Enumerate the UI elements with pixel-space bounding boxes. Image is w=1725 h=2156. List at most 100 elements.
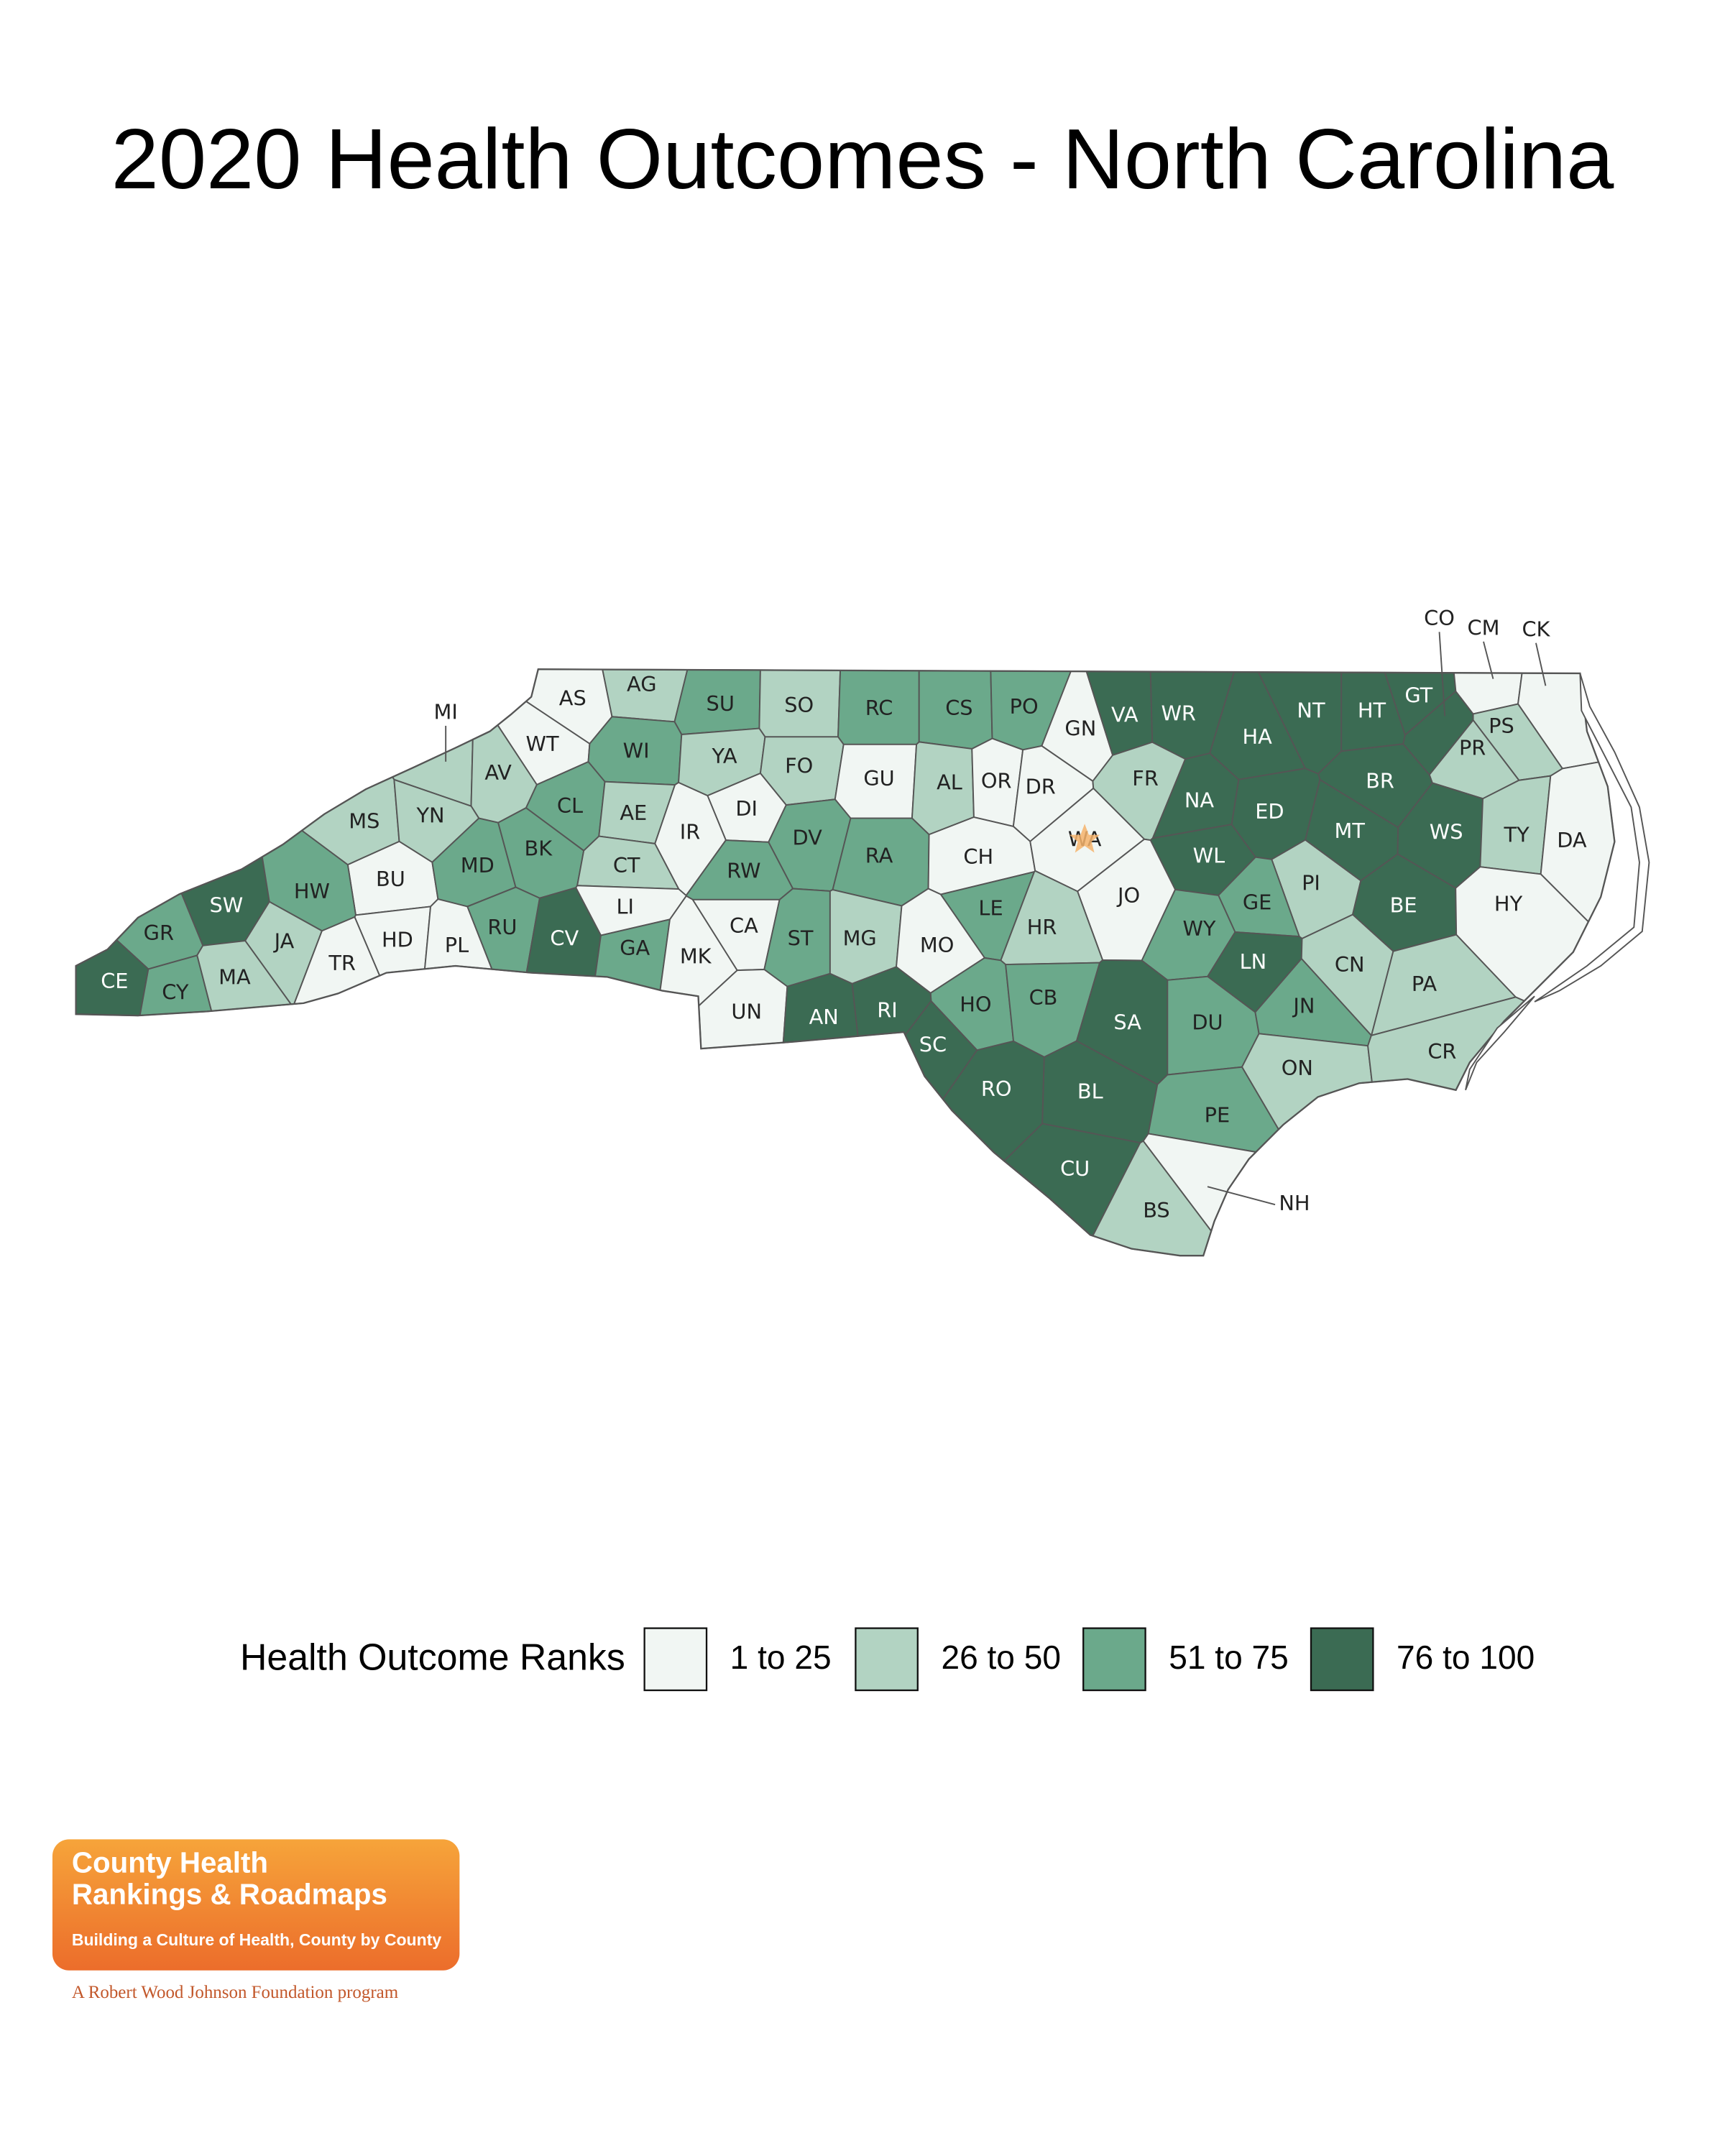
county-label: LI [616,894,634,918]
county-label: JN [1292,994,1315,1018]
legend: 1 to 25 26 to 50 51 to 75 76 to 100 [643,1627,1535,1692]
county-label: LE [978,895,1003,920]
logo-line: Rankings & Roadmaps [72,1878,387,1911]
county-label: FR [1132,766,1159,791]
county-label: AN [809,1005,839,1029]
county-label: CU [1060,1156,1090,1181]
county-label: MS [349,808,380,833]
county-label: NT [1297,699,1325,723]
county-label: MA [218,964,251,989]
county-label: TY [1503,823,1530,847]
county-label: HY [1494,892,1523,916]
county-label: PR [1459,736,1486,760]
county-label: CV [550,926,579,951]
county-label: DA [1557,828,1587,852]
county-label: GR [144,921,174,945]
logo-box [52,1839,460,1971]
county-label: AV [484,760,512,785]
county-label: YN [415,803,444,828]
county-label: BR [1366,769,1394,793]
county-label: GN [1064,717,1096,741]
capital-star [1070,824,1100,853]
county-label: CH [963,844,993,869]
county-label: PE [1205,1102,1230,1127]
county-label: GU [863,766,894,791]
county-label: WR [1161,701,1195,726]
county-label: IR [680,820,701,844]
county-label: TR [328,951,356,975]
county-label: SW [209,893,243,917]
county-label: NA [1184,788,1215,813]
county-label: WS [1430,820,1463,844]
leader-line [1438,632,1446,717]
county-label: CY [162,980,189,1004]
county-label: MI [433,700,457,724]
logo-line: County Health [72,1846,268,1879]
county-label: MK [680,944,712,968]
county-label: CN [1335,952,1365,977]
legend-swatch [1082,1627,1146,1692]
leader-line [1483,641,1494,679]
logo-tagline: Building a Culture of Health, County by … [72,1930,442,1949]
county-label: UN [731,999,762,1023]
legend-label: 26 to 50 [941,1639,1061,1676]
legend-label: 51 to 75 [1169,1639,1289,1676]
county-label: FO [785,754,813,778]
county-label: RW [727,858,760,883]
county-label: PS [1489,714,1514,738]
legend-swatch [855,1627,919,1692]
county-label: NH [1279,1191,1310,1215]
county-label: SA [1113,1010,1141,1035]
logo-sponsor: A Robert Wood Johnson Foundation program [72,1983,399,2002]
county-label: PA [1412,972,1438,996]
county-label: RO [981,1077,1012,1101]
county-label: DU [1192,1010,1223,1035]
county-label: CS [945,696,972,720]
county-label: BE [1390,893,1417,917]
county-label: MG [843,926,877,951]
county-label: GA [620,936,650,960]
legend-label: 76 to 100 [1397,1639,1535,1676]
county-label: AS [559,686,586,710]
legend-swatch [1310,1627,1374,1692]
county-label: ED [1255,799,1284,824]
county-label: RC [865,696,893,720]
county-label: HT [1358,699,1386,723]
leader-line [1207,1186,1276,1206]
county-label: RA [865,843,893,867]
outer-banks [1465,995,1535,1091]
county-label: WL [1193,843,1225,867]
county-label: SO [784,693,814,717]
county-label: OR [981,769,1012,793]
county-label: LN [1240,949,1267,974]
county-label: SC [919,1032,947,1056]
county-label: RU [487,915,517,939]
county-label: MD [461,853,494,877]
legend-title: Health Outcome Ranks [240,1636,625,1677]
county-label: MT [1335,819,1366,843]
county-label: BU [376,867,405,891]
county-label: YA [711,744,737,768]
county-label: PI [1302,871,1320,895]
county-label: WI [623,738,650,763]
county-label: MO [920,933,954,957]
county-layer [75,668,1616,1257]
county-label: ON [1282,1056,1313,1080]
county-label: DI [735,796,758,821]
map-title: 2020 Health Outcomes - North Carolina [111,111,1614,207]
county-label: CR [1427,1039,1456,1064]
county-label: CE [101,969,128,993]
county-label: VA [1111,702,1138,727]
county-label: GE [1243,890,1272,915]
county-label: PO [1010,694,1039,719]
county-label: AG [627,672,657,696]
county-label: JO [1116,883,1140,908]
county-label: BS [1143,1198,1170,1222]
county-label: CB [1029,985,1058,1010]
county-label: CO [1424,606,1455,630]
county-label: AL [937,770,962,795]
county-label: HA [1242,724,1272,749]
county-label: CT [613,853,640,877]
